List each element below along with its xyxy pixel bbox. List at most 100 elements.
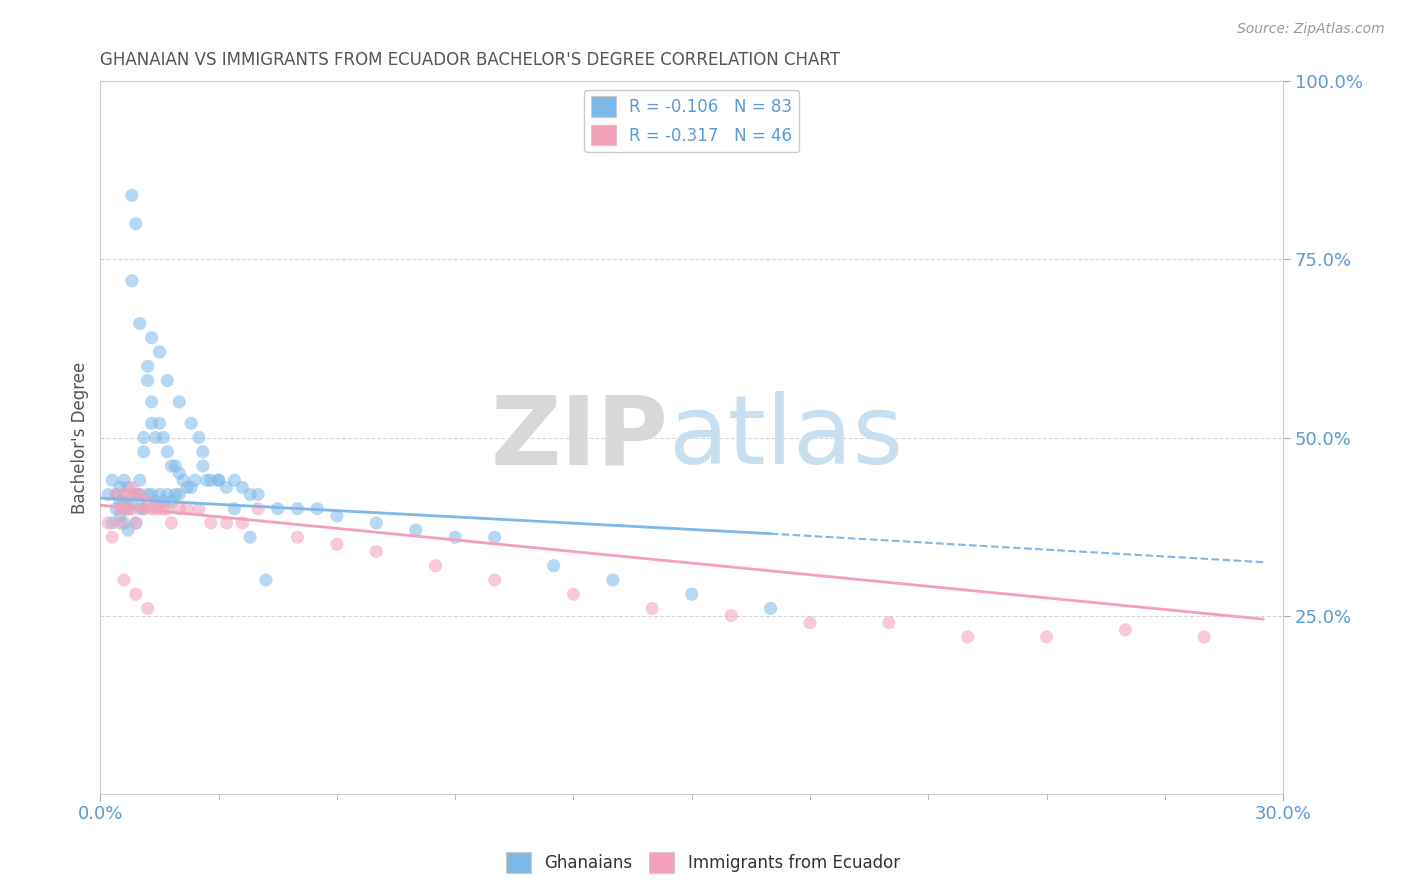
Point xyxy=(148,417,170,431)
Point xyxy=(112,473,135,487)
Point xyxy=(156,501,179,516)
Point xyxy=(112,573,135,587)
Point xyxy=(877,615,900,630)
Text: Source: ZipAtlas.com: Source: ZipAtlas.com xyxy=(1237,22,1385,37)
Point xyxy=(1192,630,1215,644)
Point xyxy=(117,501,139,516)
Point xyxy=(156,487,179,501)
Point xyxy=(125,487,148,501)
Point xyxy=(136,374,159,388)
Point xyxy=(112,494,135,508)
Point xyxy=(148,345,170,359)
Point xyxy=(117,480,139,494)
Point xyxy=(125,217,148,231)
Point xyxy=(191,444,214,458)
Point xyxy=(145,501,167,516)
Point xyxy=(145,430,167,444)
Point xyxy=(602,573,624,587)
Point xyxy=(105,501,128,516)
Point xyxy=(112,501,135,516)
Point xyxy=(108,480,131,494)
Point xyxy=(176,480,198,494)
Point xyxy=(145,494,167,508)
Point xyxy=(1114,623,1136,637)
Point xyxy=(484,573,506,587)
Point xyxy=(152,494,174,508)
Point xyxy=(121,188,143,202)
Point xyxy=(484,530,506,544)
Point xyxy=(141,331,163,345)
Point xyxy=(172,473,194,487)
Point xyxy=(141,395,163,409)
Point xyxy=(152,501,174,516)
Point xyxy=(307,501,329,516)
Point xyxy=(160,516,183,530)
Point xyxy=(326,508,349,523)
Point xyxy=(132,430,155,444)
Point xyxy=(156,444,179,458)
Point xyxy=(132,501,155,516)
Legend: R = -0.106   N = 83, R = -0.317   N = 46: R = -0.106 N = 83, R = -0.317 N = 46 xyxy=(585,90,799,152)
Point xyxy=(125,516,148,530)
Point xyxy=(191,458,214,473)
Point xyxy=(121,494,143,508)
Point xyxy=(117,487,139,501)
Point xyxy=(160,458,183,473)
Point xyxy=(562,587,585,601)
Point xyxy=(128,473,150,487)
Point xyxy=(108,494,131,508)
Point xyxy=(167,395,190,409)
Point xyxy=(167,501,190,516)
Point xyxy=(152,430,174,444)
Point xyxy=(101,473,124,487)
Point xyxy=(101,530,124,544)
Point xyxy=(125,487,148,501)
Point xyxy=(180,480,202,494)
Point xyxy=(125,587,148,601)
Point xyxy=(200,516,222,530)
Point xyxy=(160,494,183,508)
Point xyxy=(125,516,148,530)
Point xyxy=(287,501,309,516)
Point xyxy=(543,558,565,573)
Point xyxy=(141,487,163,501)
Text: GHANAIAN VS IMMIGRANTS FROM ECUADOR BACHELOR'S DEGREE CORRELATION CHART: GHANAIAN VS IMMIGRANTS FROM ECUADOR BACH… xyxy=(100,51,841,69)
Point xyxy=(641,601,664,615)
Point xyxy=(121,501,143,516)
Point xyxy=(167,466,190,480)
Point xyxy=(176,501,198,516)
Point xyxy=(97,487,120,501)
Point xyxy=(105,487,128,501)
Point xyxy=(224,473,246,487)
Point xyxy=(215,480,238,494)
Point xyxy=(117,501,139,516)
Y-axis label: Bachelor's Degree: Bachelor's Degree xyxy=(72,361,89,514)
Point xyxy=(148,487,170,501)
Point xyxy=(148,501,170,516)
Point xyxy=(195,473,218,487)
Point xyxy=(326,537,349,551)
Point xyxy=(121,274,143,288)
Point xyxy=(799,615,821,630)
Point xyxy=(187,430,209,444)
Text: atlas: atlas xyxy=(668,391,903,484)
Point xyxy=(1035,630,1057,644)
Point xyxy=(224,501,246,516)
Point xyxy=(165,458,187,473)
Point xyxy=(132,444,155,458)
Point xyxy=(215,516,238,530)
Point xyxy=(101,516,124,530)
Point xyxy=(405,523,427,537)
Point xyxy=(128,317,150,331)
Point xyxy=(956,630,979,644)
Point xyxy=(287,530,309,544)
Point xyxy=(247,487,270,501)
Point xyxy=(112,487,135,501)
Point xyxy=(425,558,447,573)
Point xyxy=(136,487,159,501)
Point xyxy=(136,601,159,615)
Point xyxy=(207,473,229,487)
Point xyxy=(239,487,262,501)
Point xyxy=(108,516,131,530)
Point xyxy=(132,501,155,516)
